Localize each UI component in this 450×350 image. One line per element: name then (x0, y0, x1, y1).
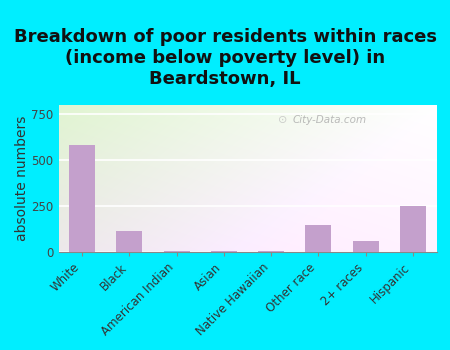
Bar (258, 251, 284, 252)
Bar (117, 231, 142, 252)
Bar (69, 146, 95, 252)
Bar (353, 241, 378, 252)
Y-axis label: absolute numbers: absolute numbers (14, 116, 29, 241)
Bar (306, 225, 331, 252)
Bar (400, 206, 426, 252)
Text: Breakdown of poor residents within races
(income below poverty level) in
Beardst: Breakdown of poor residents within races… (14, 28, 436, 88)
Bar (211, 251, 237, 252)
Text: ⊙: ⊙ (278, 115, 287, 125)
Bar (164, 251, 189, 252)
Text: City-Data.com: City-Data.com (293, 115, 367, 125)
